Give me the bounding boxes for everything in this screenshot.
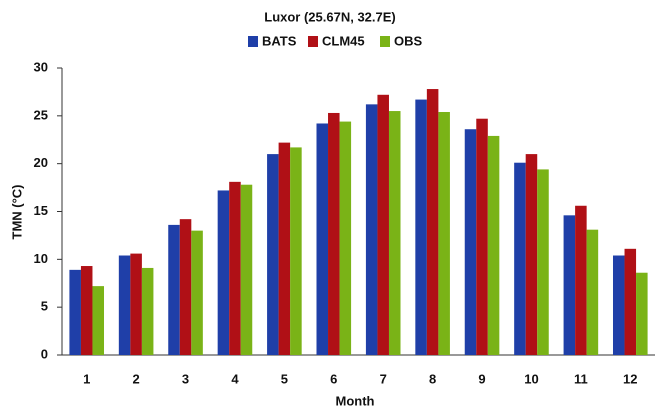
bar (537, 169, 549, 355)
bar (339, 121, 352, 355)
y-tick-label: 25 (34, 107, 48, 122)
bar (69, 269, 81, 355)
bar (278, 142, 291, 355)
bar (563, 215, 576, 355)
x-tick-label: 9 (478, 371, 485, 386)
bar (365, 104, 378, 355)
bar (118, 255, 131, 355)
x-tick-label: 11 (574, 371, 588, 386)
x-axis-label: Month (336, 393, 375, 408)
x-tick-label: 3 (182, 371, 189, 386)
bar (415, 99, 427, 355)
bar (141, 267, 154, 355)
x-tick-label: 8 (429, 371, 436, 386)
legend-swatch (380, 36, 390, 47)
y-tick-label: 20 (34, 155, 48, 170)
x-tick-label: 5 (281, 371, 288, 386)
bar (624, 248, 637, 355)
legend-label: BATS (262, 33, 297, 48)
y-axis-label: TMN (°C) (9, 184, 24, 239)
bar (92, 286, 105, 355)
legend-swatch (308, 36, 318, 47)
bar (168, 224, 180, 355)
bar (179, 219, 192, 355)
bar (316, 123, 329, 355)
bar (377, 94, 389, 355)
bar (217, 190, 230, 355)
y-tick-label: 10 (34, 251, 48, 266)
bar (267, 154, 279, 355)
bar (328, 112, 340, 355)
bar (191, 230, 203, 355)
bar (290, 147, 302, 355)
bar (438, 112, 450, 355)
bar (240, 184, 253, 355)
x-tick-label: 10 (524, 371, 538, 386)
bar (426, 89, 439, 356)
legend-label: OBS (394, 33, 423, 48)
x-tick-label: 4 (231, 371, 239, 386)
x-tick-label: 1 (83, 371, 90, 386)
bar (476, 118, 488, 355)
chart-title: Luxor (25.67N, 32.7E) (264, 9, 396, 24)
bar (388, 111, 401, 355)
y-tick-label: 5 (41, 299, 48, 314)
bar (514, 162, 526, 355)
x-tick-label: 6 (330, 371, 337, 386)
x-tick-label: 12 (623, 371, 637, 386)
y-tick-label: 30 (34, 59, 48, 74)
bar (525, 154, 538, 355)
bar (586, 229, 599, 355)
bar (229, 181, 241, 355)
y-tick-label: 0 (41, 346, 48, 361)
bar (612, 255, 625, 355)
legend-swatch (248, 36, 258, 47)
x-tick-label: 2 (133, 371, 140, 386)
legend-label: CLM45 (322, 33, 365, 48)
bar (130, 253, 142, 355)
bar (575, 205, 587, 355)
x-tick-label: 7 (380, 371, 387, 386)
bar (464, 129, 477, 355)
bar (487, 135, 500, 355)
bar (80, 266, 93, 355)
bar (636, 272, 648, 355)
y-tick-label: 15 (34, 203, 48, 218)
